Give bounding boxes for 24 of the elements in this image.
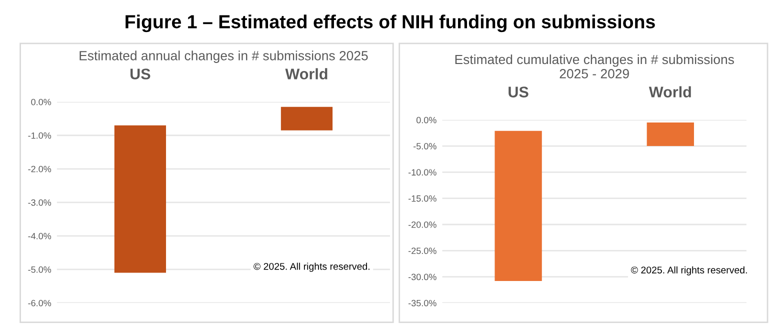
y-tick-label: -25.0% bbox=[408, 248, 436, 254]
annotation: © 2025. All rights reserved. bbox=[631, 266, 747, 276]
y-tick-label: -15.0% bbox=[408, 195, 436, 202]
y-tick-label: -2.0% bbox=[28, 166, 52, 172]
chart-title: Estimated cumulative changes in # submissions 2025 - 2029 bbox=[455, 54, 734, 78]
chart-title: Estimated annual changes in # submissions 2025 bbox=[80, 50, 368, 63]
y-tick-label: -35.0% bbox=[408, 300, 436, 306]
annotation: © 2025. All rights reserved. bbox=[254, 262, 370, 272]
y-tick-label: 0.0% bbox=[416, 116, 436, 124]
x-tick-label: World bbox=[285, 68, 328, 80]
x-tick-label: US bbox=[508, 86, 528, 98]
y-tick-label: -20.0% bbox=[408, 221, 436, 228]
y-tick-label: -3.0% bbox=[28, 199, 52, 206]
y-tick-label: -1.0% bbox=[28, 132, 52, 139]
y-tick-label: -5.0% bbox=[28, 266, 52, 273]
y-tick-label: -30.0% bbox=[408, 274, 436, 280]
x-tick-label: US bbox=[130, 68, 150, 80]
y-tick-label: -4.0% bbox=[28, 232, 52, 240]
y-tick-label: -6.0% bbox=[28, 300, 52, 306]
x-tick-label: World bbox=[648, 86, 691, 98]
caption: Figure 1 – Estimated effects of NIH funding on submissions bbox=[126, 14, 655, 32]
y-tick-label: -5.0% bbox=[414, 143, 436, 150]
y-tick-label: -10.0% bbox=[408, 169, 436, 176]
y-tick-label: 0.0% bbox=[31, 98, 52, 106]
